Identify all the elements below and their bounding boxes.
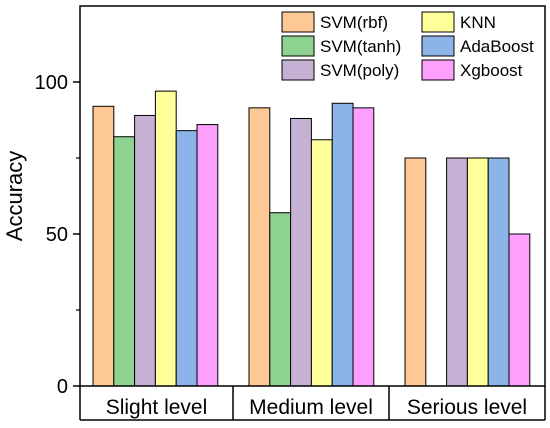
bar-xgboost-serious-level	[508, 233, 531, 387]
legend-label-knn: KNN	[460, 13, 496, 32]
bar-svm-poly-serious-level	[446, 157, 468, 387]
legend-swatch-adaboost	[421, 35, 455, 57]
legend-swatch-svm-tanh	[281, 35, 315, 57]
legend-swatch-svm-rbf	[281, 11, 315, 33]
bar-knn-slight-level	[154, 90, 177, 387]
bar-svm-rbf-slight-level	[92, 105, 115, 387]
legend-swatch-xgboost	[421, 59, 455, 81]
bar-svm-tanh-slight-level	[113, 136, 136, 387]
legend-swatch-knn	[421, 11, 455, 33]
legend-label-xgboost: Xgboost	[460, 61, 523, 80]
bar-adaboost-serious-level	[487, 157, 510, 387]
legend-label-svm-rbf: SVM(rbf)	[320, 13, 388, 32]
bar-knn-medium-level	[310, 139, 333, 387]
bar-svm-rbf-medium-level	[248, 107, 271, 387]
bar-knn-serious-level	[466, 157, 489, 387]
legend-swatch-svm-poly	[281, 59, 315, 81]
legend-label-svm-poly: SVM(poly)	[320, 61, 399, 80]
bar-adaboost-medium-level	[331, 102, 354, 387]
legend-label-adaboost: AdaBoost	[460, 37, 534, 56]
bar-xgboost-medium-level	[352, 107, 375, 387]
category-label-slight-level: Slight level	[106, 396, 208, 419]
bar-svm-tanh-medium-level	[269, 212, 292, 387]
bar-svm-poly-slight-level	[134, 114, 156, 387]
bar-xgboost-slight-level	[196, 124, 219, 387]
bar-svm-poly-medium-level	[290, 117, 312, 387]
axes-layer: 0 50 100 Slight level Medium level Serious le…	[35, 5, 546, 421]
bar-svm-rbf-serious-level	[404, 157, 427, 387]
y-tick-label: 50	[46, 224, 68, 246]
bars-layer	[92, 90, 531, 387]
bar-adaboost-slight-level	[175, 130, 198, 387]
plot-frame	[79, 5, 546, 387]
y-axis-label: Accuracy	[2, 151, 27, 241]
y-tick-label: 100	[35, 72, 68, 94]
y-tick-label: 0	[57, 376, 68, 398]
legend: SVM(rbf) SVM(tanh) SVM(poly) KNN AdaBoost Xgb…	[281, 11, 534, 81]
category-label-serious-level: Serious level	[407, 396, 527, 419]
category-label-medium-level: Medium level	[249, 396, 373, 419]
legend-label-svm-tanh: SVM(tanh)	[320, 37, 401, 56]
